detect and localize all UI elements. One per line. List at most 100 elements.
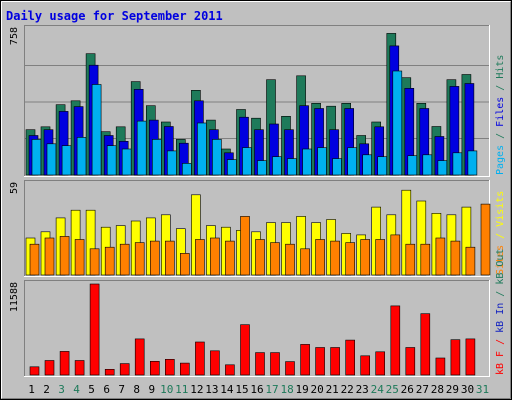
bar-pages-day-12 <box>197 122 207 176</box>
bar-pages-day-21 <box>332 158 342 176</box>
bar-pages-day-9 <box>152 139 162 176</box>
x-tick-label: 16 <box>250 383 263 396</box>
bar-sites-day-15 <box>240 216 250 276</box>
bar-pages-day-6 <box>106 145 117 176</box>
bar-pages-day-5 <box>91 84 102 176</box>
bar-sites-day-22 <box>345 242 356 276</box>
x-tick-label: 26 <box>401 383 414 396</box>
x-tick-label: 18 <box>280 383 293 396</box>
x-tick-label: 31 <box>476 383 489 396</box>
bar-sites-day-16 <box>255 239 265 276</box>
legend-entry: / <box>495 127 506 145</box>
legend-kb: kB F / kB In / kB Out <box>495 249 506 375</box>
legend-entry: Pages <box>495 145 506 175</box>
bar-pages-day-20 <box>317 147 327 176</box>
bar-sites-day-31 <box>480 203 491 276</box>
bar-kb-f-day-26 <box>405 347 416 376</box>
x-tick-label: 12 <box>190 383 203 396</box>
bar-sites-day-2 <box>44 237 55 276</box>
legend-entry: kB Out <box>495 249 506 285</box>
x-tick-label: 24 <box>371 383 385 396</box>
bar-sites-day-8 <box>134 242 145 276</box>
legend-visits-sites: Sites / Visits <box>495 191 506 275</box>
chart-title: Daily usage for September 2011 <box>6 9 223 23</box>
bar-kb-f-day-9 <box>150 360 160 376</box>
x-tick-label: 9 <box>148 383 155 396</box>
bar-kb-f-day-15 <box>240 324 250 376</box>
bar-pages-day-30 <box>467 150 478 176</box>
bar-kb-f-day-7 <box>119 363 130 376</box>
bar-kb-f-day-29 <box>450 339 461 376</box>
bar-pages-day-3 <box>61 145 72 176</box>
x-tick-label: 25 <box>386 383 399 396</box>
bar-pages-day-8 <box>136 120 147 176</box>
bar-kb-f-day-24 <box>375 351 386 376</box>
legend-entry: / <box>495 285 506 303</box>
x-tick-label: 6 <box>103 383 110 396</box>
bar-pages-day-25 <box>392 70 403 176</box>
y-axis-max-label: 59 <box>9 182 20 194</box>
bar-sites-day-14 <box>225 240 235 276</box>
bar-pages-day-17 <box>272 156 282 176</box>
x-tick-label: 10 <box>160 383 173 396</box>
x-tick-label: 1 <box>28 383 35 396</box>
bar-kb-f-day-22 <box>345 339 356 376</box>
x-tick-label: 30 <box>461 383 474 396</box>
bar-sites-day-25 <box>390 234 401 276</box>
bar-pages-day-24 <box>377 156 388 176</box>
bar-kb-f-day-2 <box>44 360 55 376</box>
bar-sites-day-23 <box>360 239 371 276</box>
bar-sites-day-3 <box>59 236 70 276</box>
x-tick-label: 27 <box>416 383 429 396</box>
bar-kb-f-day-13 <box>210 350 220 376</box>
legend-entry: Files <box>495 97 506 127</box>
bar-sites-day-5 <box>89 248 100 276</box>
bar-sites-day-17 <box>270 242 280 276</box>
bar-pages-day-18 <box>287 158 297 176</box>
bar-sites-day-6 <box>104 246 115 276</box>
bar-pages-day-13 <box>212 139 222 176</box>
bar-sites-day-20 <box>315 239 325 276</box>
legend-entry: Sites <box>495 245 506 275</box>
x-tick-label: 19 <box>295 383 308 396</box>
bar-pages-day-15 <box>242 147 252 176</box>
bar-kb-f-day-30 <box>465 338 476 376</box>
bar-kb-f-day-28 <box>435 357 446 376</box>
bar-sites-day-7 <box>119 243 130 276</box>
bar-sites-day-11 <box>180 253 190 276</box>
legend-entry: kB F <box>495 351 506 375</box>
bar-pages-day-4 <box>76 137 87 176</box>
bar-kb-f-day-5 <box>89 283 100 376</box>
x-tick-label: 23 <box>356 383 369 396</box>
x-tick-label: 4 <box>73 383 80 396</box>
bar-pages-day-23 <box>362 154 373 176</box>
bar-sites-day-10 <box>165 240 175 276</box>
bar-pages-day-26 <box>407 155 418 176</box>
bar-sites-day-28 <box>435 237 446 276</box>
bar-kb-f-day-4 <box>74 360 85 376</box>
legend-entry: kB In <box>495 303 506 333</box>
bar-sites-day-4 <box>74 239 85 276</box>
bar-pages-day-1 <box>31 139 42 176</box>
bar-pages-day-27 <box>422 154 433 176</box>
bar-kb-f-day-16 <box>255 352 265 376</box>
bar-sites-day-27 <box>420 243 431 276</box>
bar-kb-f-day-8 <box>134 338 145 376</box>
x-tick-label: 3 <box>58 383 65 396</box>
x-tick-label: 7 <box>118 383 125 396</box>
bar-sites-day-30 <box>465 246 476 276</box>
panel-hits-files-pages: 758 Pages / Files / Hits <box>9 25 506 177</box>
bar-kb-f-day-17 <box>270 352 280 376</box>
legend-entry: / <box>495 333 506 351</box>
bar-pages-day-28 <box>437 160 448 176</box>
bar-sites-day-12 <box>195 239 205 276</box>
bar-kb-f-day-27 <box>420 313 431 376</box>
bar-kb-f-day-11 <box>180 362 190 376</box>
bar-kb-f-day-20 <box>315 347 325 376</box>
bar-kb-f-day-1 <box>29 366 40 376</box>
x-tick-label: 8 <box>133 383 140 396</box>
bar-sites-day-19 <box>300 248 310 276</box>
bar-sites-day-13 <box>210 237 220 276</box>
bar-kb-f-day-12 <box>195 341 205 376</box>
